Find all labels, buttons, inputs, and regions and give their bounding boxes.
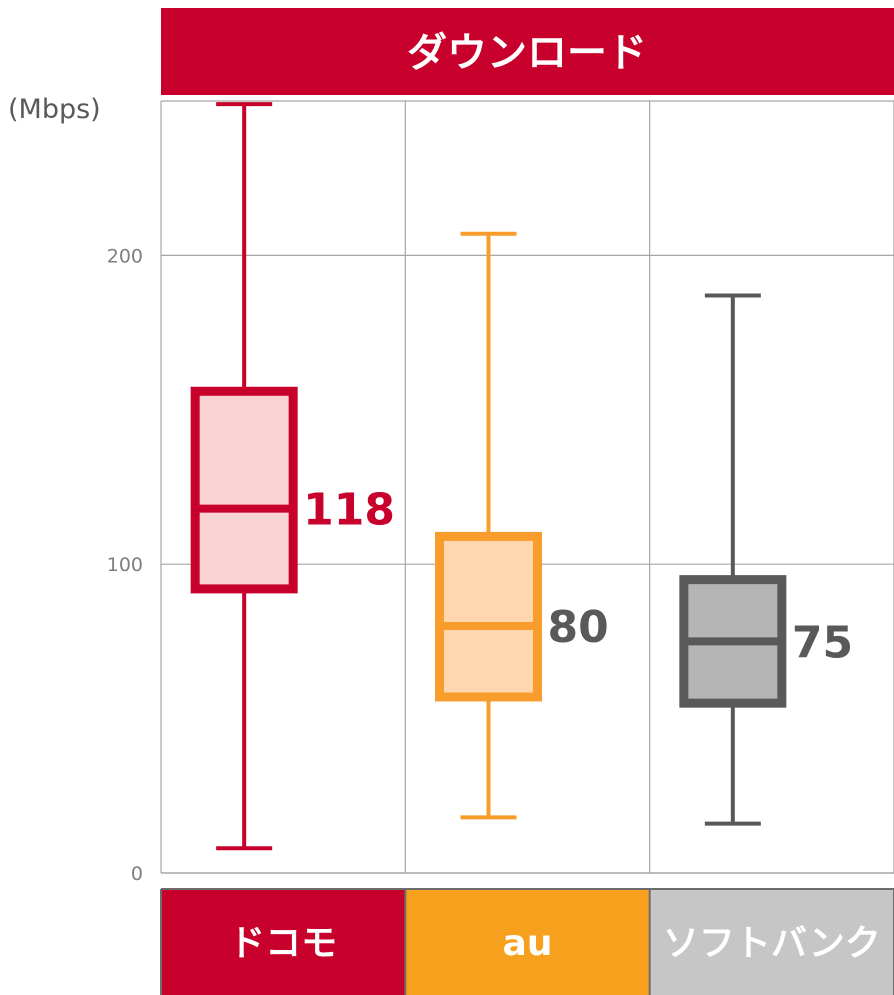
box-3: 75 <box>679 293 853 826</box>
box-1: 118 <box>190 102 395 851</box>
category-cell <box>161 889 406 995</box>
y-tick-label: 0 <box>131 863 143 885</box>
box-2: 80 <box>435 231 609 820</box>
category-label: ソフトバンク <box>663 923 881 964</box>
iqr-box <box>435 531 542 702</box>
iqr-box <box>190 386 298 594</box>
median-label: 80 <box>548 602 609 653</box>
median-label: 118 <box>303 485 395 536</box>
plot-area: 0 100 200 118 80 75 <box>107 100 894 885</box>
y-tick-label: 100 <box>107 554 143 576</box>
category-cell <box>405 889 650 995</box>
median-label: 75 <box>792 617 853 668</box>
category-label: ドコモ <box>229 923 337 964</box>
chart-title: ダウンロード <box>407 30 647 76</box>
category-label: au <box>503 923 553 964</box>
y-axis-unit-label: (Mbps) <box>8 94 101 125</box>
y-tick-label: 200 <box>107 245 143 267</box>
category-cell <box>649 889 894 995</box>
category-bar: ドコモ au ソフトバンク <box>160 888 894 995</box>
title-bar <box>161 8 894 95</box>
